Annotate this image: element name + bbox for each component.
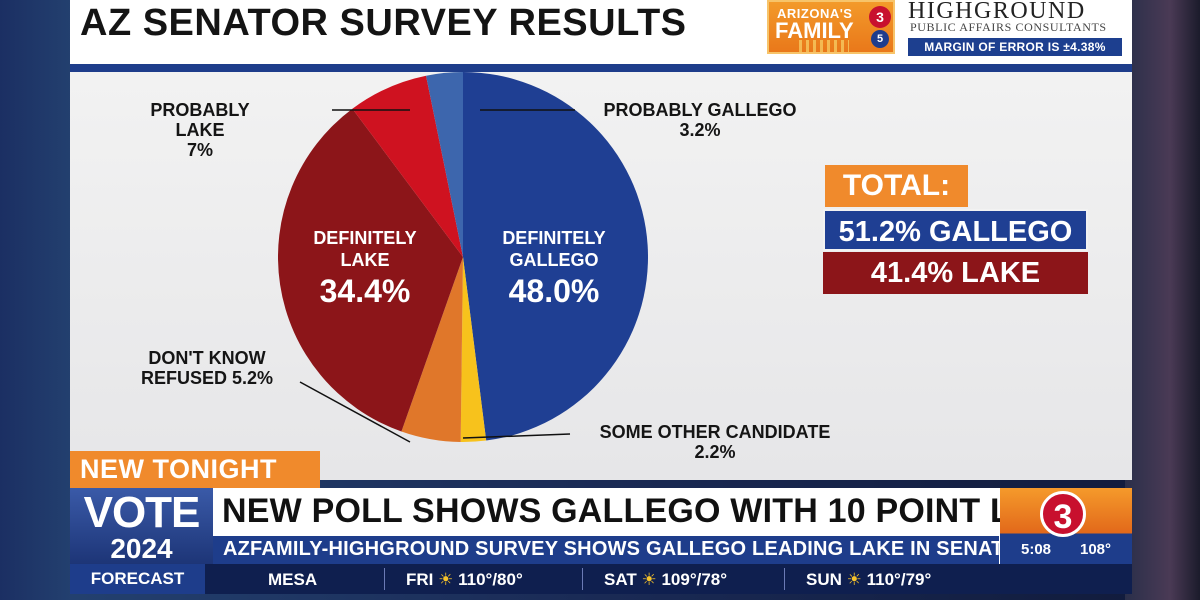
ticker-day-sun: SUN ☀ 110°/79° [806, 570, 931, 590]
ticker-separator [384, 568, 385, 590]
clock: 5:08 [1021, 541, 1052, 558]
label-definitely-lake-value: 34.4% [319, 273, 411, 309]
ticker-day-fri: FRI ☀ 110°/80° [406, 570, 523, 590]
page-title: AZ SENATOR SURVEY RESULTS [80, 2, 687, 44]
label-dont-know-l1: DON'T KNOW [148, 348, 266, 368]
label-definitely-gallego-l1: DEFINITELY [502, 228, 606, 248]
pie-chart [278, 72, 649, 443]
label-probably-gallego-l2: GALLEGO [707, 100, 797, 120]
background-right-edge [1125, 0, 1200, 600]
ticker-city: MESA [268, 570, 318, 589]
headline: NEW POLL SHOWS GALLEGO WITH 10 POINT LEA… [222, 492, 1084, 530]
channel-3-icon: 3 [869, 6, 891, 28]
pie-slice-definitely-lake [278, 108, 463, 432]
ticker-separator [784, 568, 785, 590]
ticker-day-sat: SAT ☀ 109°/78° [604, 570, 727, 590]
vote-text: VOTE [83, 488, 201, 537]
label-dont-know-l2: REFUSED 5.2% [140, 368, 274, 388]
vote-year: 2024 [110, 533, 173, 564]
ticker-day-temps: 109°/78° [661, 570, 728, 589]
totals-title: TOTAL: [825, 165, 968, 207]
label-probably-gallego-value: 3.2% [679, 120, 721, 140]
label-other-name: SOME OTHER CANDIDATE [599, 422, 831, 442]
ticker-day-label: SUN [806, 570, 842, 589]
label-probably-gallego-l1: PROBABLY [603, 100, 703, 120]
label-probably-lake: PROBABLY LAKE 7% [125, 100, 275, 160]
logo-line1: ARIZONA'S [777, 6, 853, 21]
pie-slice-don-t-know-refused [401, 257, 463, 442]
pie-slice-definitely-gallego [463, 72, 649, 441]
pie-slice-probably-lake [352, 75, 463, 258]
logo-line2: FAMILY [775, 18, 854, 43]
current-temperature: 108° [1080, 541, 1112, 558]
sun-icon: ☀ [438, 570, 454, 589]
vote-2024-logo: VOTE 2024 [70, 488, 213, 564]
label-probably-lake-value: 7% [186, 140, 213, 160]
arizonas-family-logo: ARIZONA'S FAMILY 3 5 [767, 0, 895, 54]
pie-slice-some-other-candidate [460, 257, 487, 442]
totals-gallego: 51.2% GALLEGO [823, 209, 1088, 251]
label-definitely-lake: DEFINITELY LAKE 34.4% [285, 227, 445, 311]
forecast-label: FORECAST [70, 564, 205, 594]
leader-line-dont-know [299, 381, 411, 443]
new-tonight-tag: NEW TONIGHT [70, 451, 320, 488]
pollster-subtitle: PUBLIC AFFAIRS CONSULTANTS [910, 20, 1107, 34]
label-probably-lake-name: PROBABLY LAKE [150, 100, 250, 140]
totals-lake: 41.4% LAKE [823, 252, 1088, 294]
sun-icon: ☀ [846, 570, 862, 589]
label-other: SOME OTHER CANDIDATE 2.2% [570, 422, 860, 462]
ticker-day-temps: 110°/79° [866, 570, 932, 589]
ticker-separator [582, 568, 583, 590]
label-definitely-gallego-value: 48.0% [508, 273, 600, 309]
ticker-day-label: FRI [406, 570, 434, 589]
leader-line-other [462, 433, 571, 439]
sunrise-icon [799, 40, 849, 52]
header-divider [70, 64, 1132, 72]
label-definitely-lake-l1: DEFINITELY [313, 228, 417, 248]
label-definitely-lake-l2: LAKE [340, 250, 390, 270]
header-bar: AZ SENATOR SURVEY RESULTS ARIZONA'S FAMI… [70, 0, 1132, 64]
pollster-name: HIGHGROUND [908, 0, 1086, 24]
subhead-bar [213, 536, 999, 564]
subhead: AZFAMILY-HIGHGROUND SURVEY SHOWS GALLEGO… [223, 538, 1081, 560]
channel-5-icon: 5 [871, 30, 889, 48]
channel-3-badge-icon: 3 [1040, 491, 1086, 537]
label-other-value: 2.2% [694, 442, 736, 462]
pie-slice-probably-gallego [426, 72, 463, 257]
label-definitely-gallego-l2: GALLEGO [509, 250, 599, 270]
forecast-ticker [70, 564, 1132, 594]
label-probably-gallego: PROBABLY GALLEGO 3.2% [580, 100, 820, 140]
label-definitely-gallego: DEFINITELY GALLEGO 48.0% [474, 227, 634, 311]
margin-of-error-badge: MARGIN OF ERROR IS ±4.38% [908, 38, 1122, 56]
ticker-day-label: SAT [604, 570, 637, 589]
sun-icon: ☀ [641, 570, 657, 589]
ticker-day-temps: 110°/80° [458, 570, 523, 589]
label-dont-know: DON'T KNOW REFUSED 5.2% [122, 348, 292, 388]
